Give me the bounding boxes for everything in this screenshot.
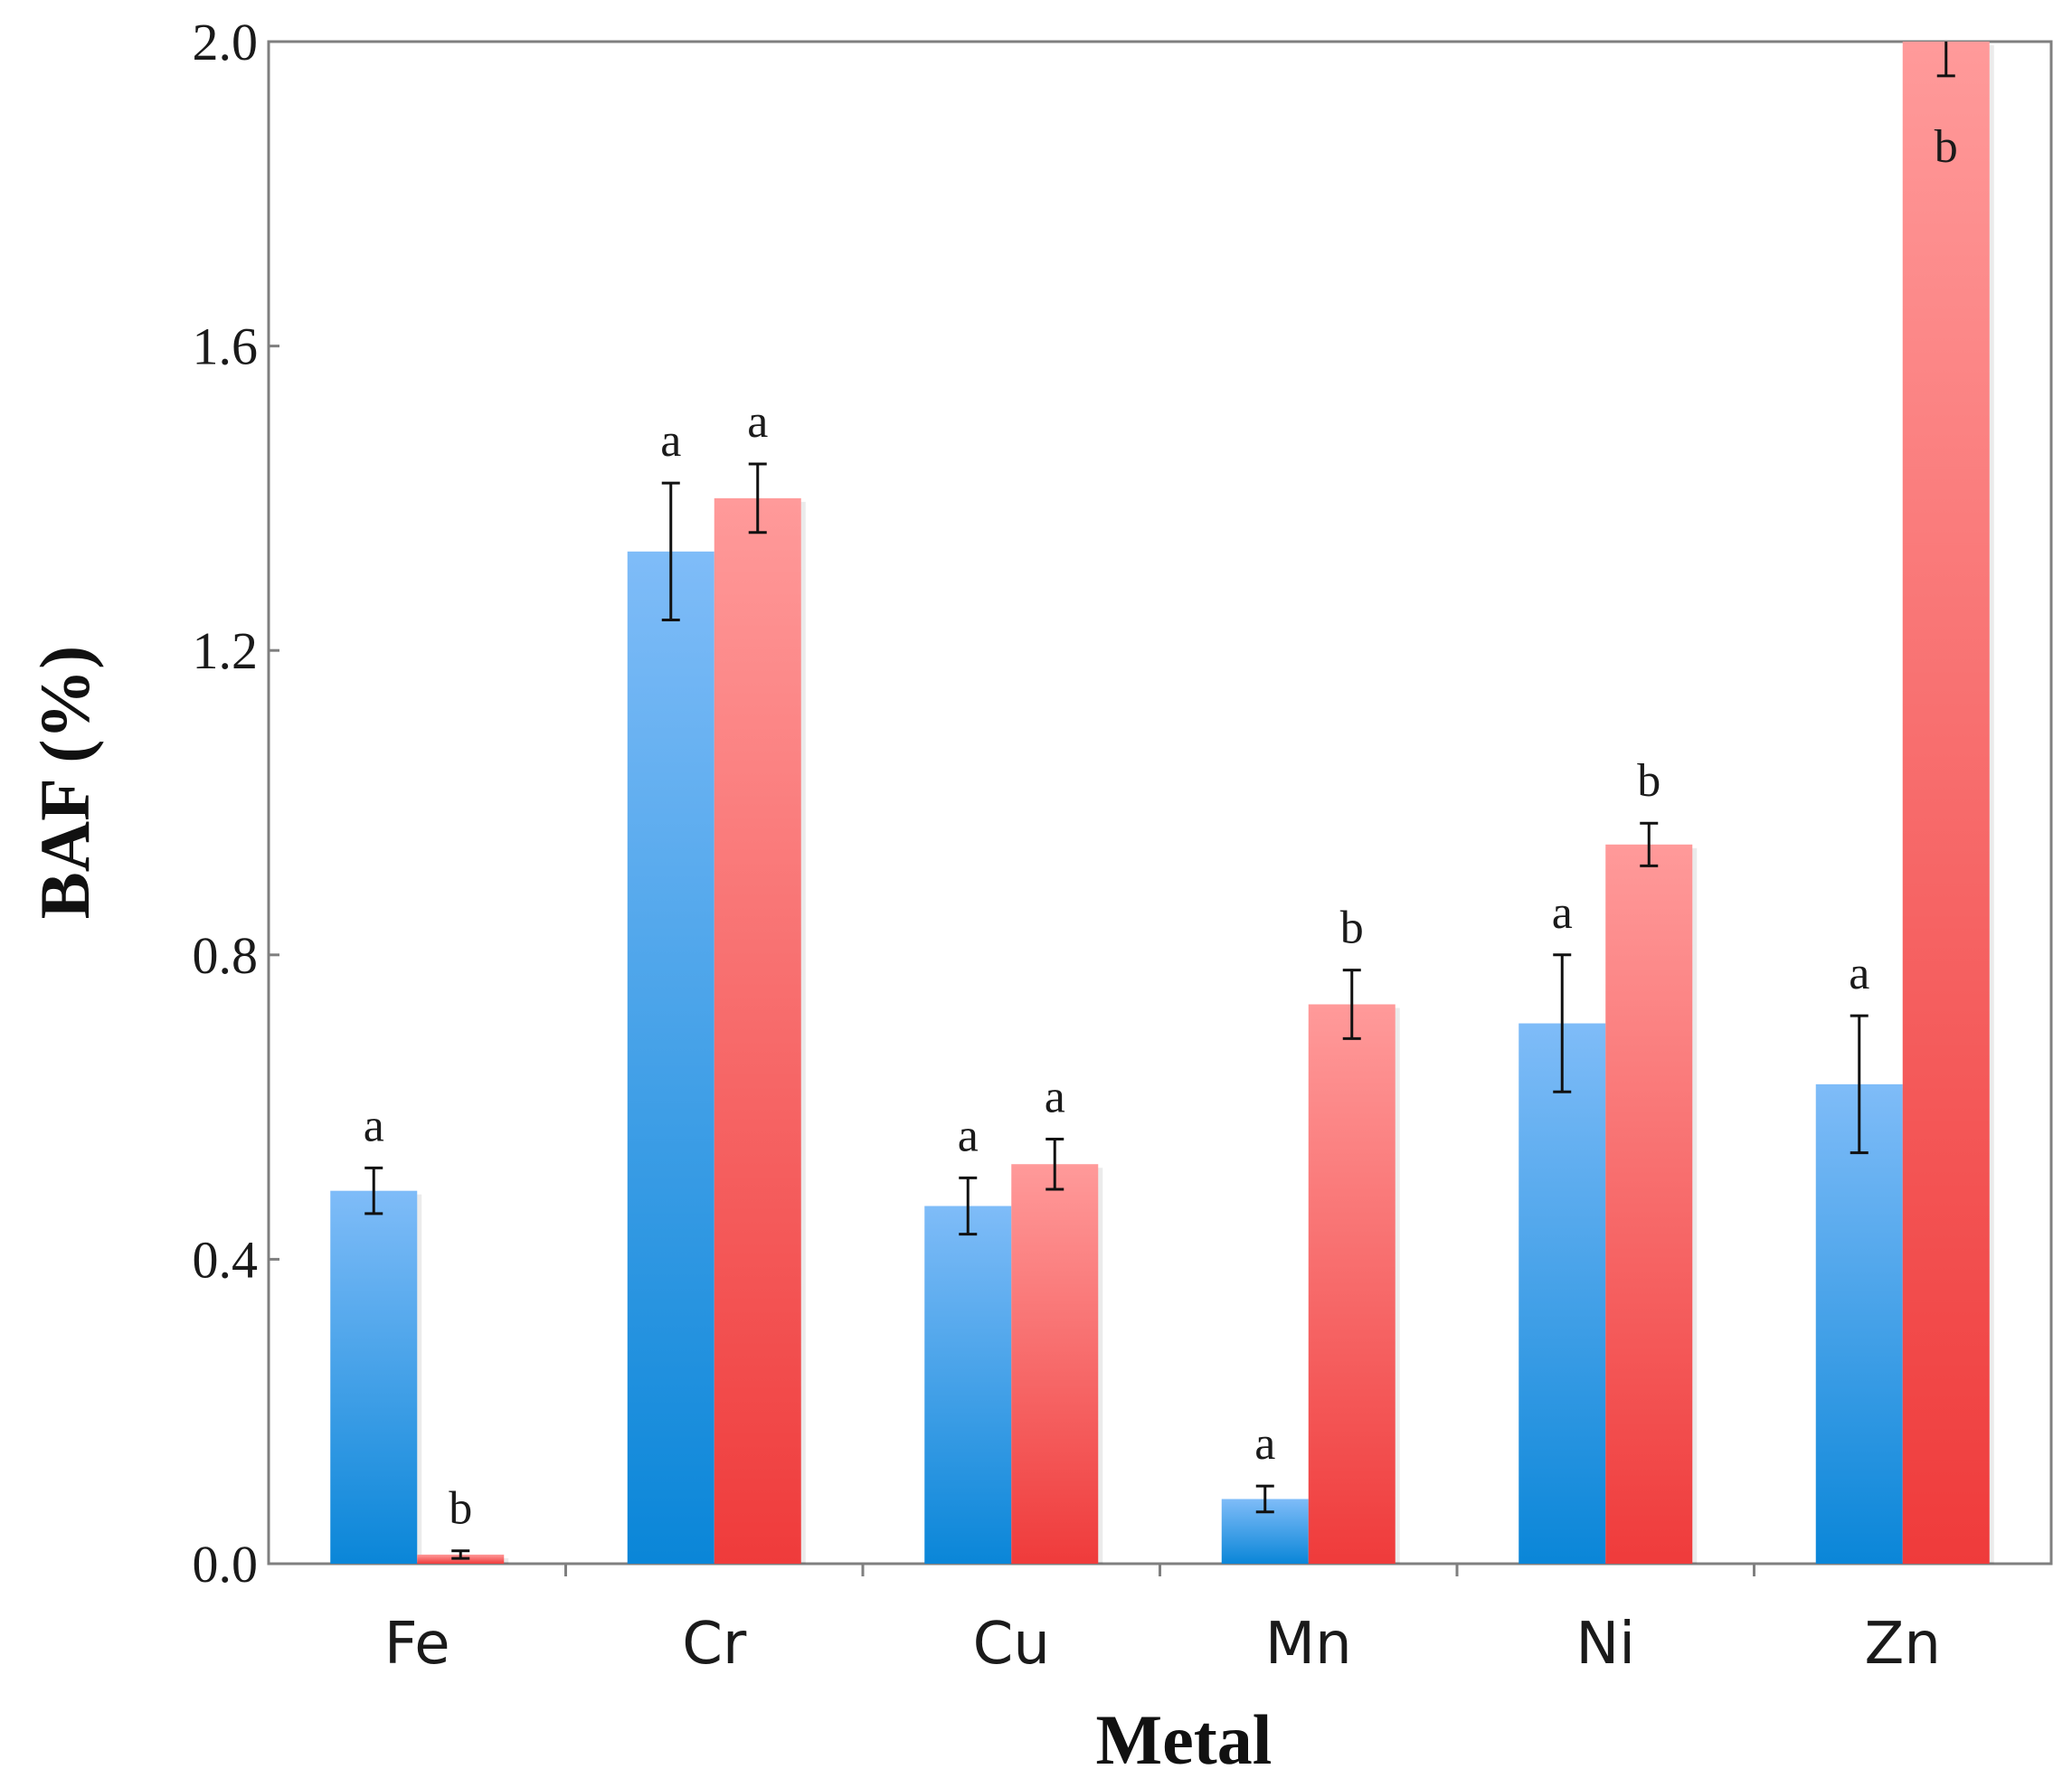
significance-label: a (364, 1100, 384, 1151)
bar (1605, 844, 1693, 1564)
significance-label: a (660, 415, 681, 467)
significance-label: b (1340, 903, 1364, 954)
y-tick-label: 2.0 (193, 13, 259, 71)
x-axis-title: Metal (1096, 1700, 1273, 1779)
bar (1011, 1164, 1099, 1564)
significance-label: b (449, 1483, 472, 1535)
significance-label: b (1935, 121, 1958, 173)
x-tick-label: Cr (682, 1611, 747, 1678)
significance-label: a (747, 396, 768, 448)
x-tick-label: Ni (1575, 1611, 1635, 1678)
x-tick-label: Fe (384, 1611, 450, 1678)
bar (627, 551, 714, 1565)
bar (1902, 42, 1990, 1564)
y-tick-label: 1.6 (193, 317, 259, 376)
bar (330, 1190, 418, 1564)
bar (924, 1206, 1012, 1564)
bar (1815, 1083, 1903, 1564)
plot-area: 0.0 0.4 0.8 1.2 1.6 2.0 Fe a b Cr a a Cu a a Mn a b Ni a b Zn… (193, 13, 2053, 1678)
bar (1519, 1023, 1606, 1564)
y-tick-label: 0.4 (193, 1230, 259, 1289)
bar (714, 497, 801, 1564)
significance-label: b (1637, 755, 1660, 807)
significance-label: a (1045, 1071, 1065, 1122)
y-tick-label: 0.8 (193, 926, 259, 985)
x-tick-label: Zn (1865, 1611, 1941, 1678)
x-tick-label: Cu (973, 1611, 1050, 1678)
plot-frame (267, 40, 2053, 1566)
y-tick-label: 1.2 (193, 621, 259, 680)
y-tick-label: 0.0 (193, 1535, 259, 1594)
significance-label: a (1849, 948, 1869, 999)
y-axis-title: BAF (%) (25, 646, 104, 920)
bar (1308, 1004, 1396, 1564)
significance-label: a (1552, 887, 1573, 939)
significance-label: a (1254, 1418, 1275, 1470)
significance-label: a (958, 1110, 979, 1161)
x-tick-label: Mn (1265, 1611, 1352, 1678)
